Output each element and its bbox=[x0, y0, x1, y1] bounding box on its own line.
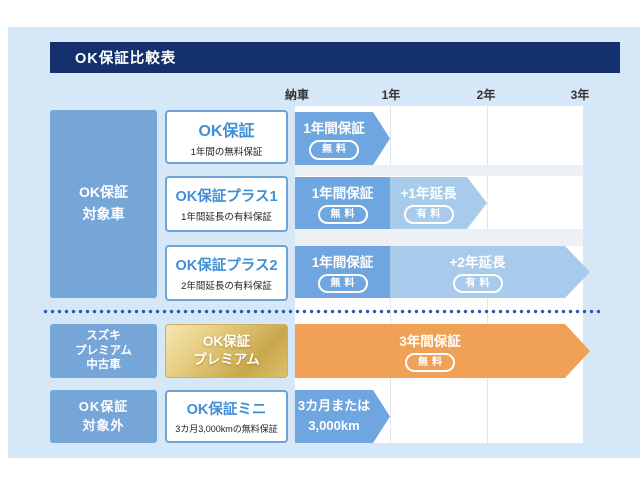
bar-plus1-base: 1年間保証 無料 bbox=[295, 177, 390, 229]
category-suzuki-premium-line2: プレミアム bbox=[75, 344, 132, 357]
bar-plus1-extension: +1年延長 有料 bbox=[390, 177, 487, 229]
bar-plus1-extension-label: +1年延長 bbox=[400, 185, 457, 201]
plan-ok-mini-subtitle: 3カ月3,000kmの無料保証 bbox=[175, 424, 278, 434]
category-suzuki-premium-line3: 中古車 bbox=[86, 359, 121, 372]
row-gap-band bbox=[295, 165, 583, 176]
badge-free: 無料 bbox=[317, 204, 368, 225]
bar-mini-line2: 3,000km bbox=[308, 418, 360, 433]
plan-ok-plus1: OK保証プラス1 1年間延長の有料保証 bbox=[165, 176, 288, 232]
plan-ok-premium: OK保証 プレミアム bbox=[165, 324, 288, 378]
plan-ok-plus2-title: OK保証プラス2 bbox=[175, 258, 278, 274]
row-gap-band bbox=[295, 229, 583, 246]
plan-ok-plus1-title: OK保証プラス1 bbox=[175, 189, 278, 205]
bar-plus2-base-label: 1年間保証 bbox=[311, 254, 374, 270]
bar-plus2-extension: +2年延長 有料 bbox=[390, 246, 590, 298]
plan-ok-plus2-subtitle: 2年間延長の有料保証 bbox=[181, 281, 272, 292]
bar-ok-1year: 1年間保証 無料 bbox=[295, 112, 390, 165]
category-ok-excluded: OK保証 対象外 bbox=[50, 390, 157, 443]
category-ok-covered: OK保証 対象車 bbox=[50, 110, 157, 298]
category-ok-covered-line1: OK保証 bbox=[79, 184, 128, 201]
plan-ok-mini-title: OK保証ミニ bbox=[186, 402, 267, 418]
badge-free: 無料 bbox=[309, 140, 359, 160]
plan-ok-title: OK保証 bbox=[198, 122, 255, 140]
badge-free: 無料 bbox=[405, 353, 455, 373]
category-suzuki-premium: スズキ プレミアム 中古車 bbox=[50, 324, 157, 378]
plan-ok-mini: OK保証ミニ 3カ月3,000kmの無料保証 bbox=[165, 390, 288, 443]
plan-ok-premium-line1: OK保証 bbox=[202, 333, 251, 349]
category-ok-covered-line2: 対象車 bbox=[82, 206, 125, 222]
badge-paid: 有料 bbox=[453, 274, 503, 294]
timeline-label-year3: 3年 bbox=[570, 88, 590, 102]
bar-premium-3year: 3年間保証 無料 bbox=[295, 324, 590, 378]
bar-plus2-base: 1年間保証 無料 bbox=[295, 246, 390, 298]
bar-mini: 3カ月または 3,000km bbox=[295, 390, 390, 443]
plan-ok-subtitle: 1年間の無料保証 bbox=[190, 146, 263, 158]
bar-mini-line1: 3カ月または bbox=[297, 398, 371, 414]
plan-ok: OK保証 1年間の無料保証 bbox=[165, 110, 288, 164]
plan-ok-plus2: OK保証プラス2 2年間延長の有料保証 bbox=[165, 245, 288, 301]
dotted-separator bbox=[42, 309, 600, 314]
bar-ok-1year-label: 1年間保証 bbox=[303, 121, 365, 137]
page-title: OK保証比較表 bbox=[75, 51, 177, 67]
category-ok-excluded-line2: 対象外 bbox=[82, 417, 125, 433]
plan-ok-premium-line2: プレミアム bbox=[193, 352, 260, 367]
bar-premium-3year-label: 3年間保証 bbox=[399, 333, 461, 349]
timeline-label-delivery: 納車 bbox=[284, 88, 310, 102]
category-suzuki-premium-line1: スズキ bbox=[86, 329, 121, 342]
timeline-label-year2: 2年 bbox=[476, 88, 496, 102]
title-bar: OK保証比較表 bbox=[50, 42, 620, 73]
bar-plus2-extension-label: +2年延長 bbox=[449, 254, 506, 270]
category-ok-excluded-line1: OK保証 bbox=[78, 398, 129, 414]
badge-free: 無料 bbox=[317, 273, 368, 294]
bar-plus1-base-label: 1年間保証 bbox=[311, 185, 374, 201]
plan-ok-plus1-subtitle: 1年間延長の有料保証 bbox=[181, 212, 272, 223]
badge-paid: 有料 bbox=[404, 205, 454, 225]
timeline-label-year1: 1年 bbox=[381, 88, 401, 102]
